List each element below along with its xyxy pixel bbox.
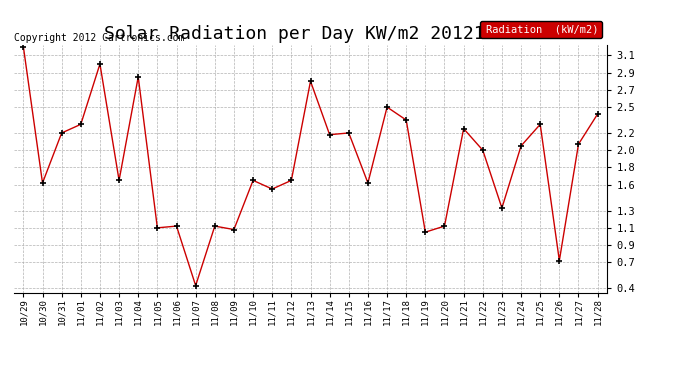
Title: Solar Radiation per Day KW/m2 20121128: Solar Radiation per Day KW/m2 20121128 (104, 26, 517, 44)
Legend: Radiation  (kW/m2): Radiation (kW/m2) (480, 21, 602, 38)
Text: Copyright 2012 Cartronics.com: Copyright 2012 Cartronics.com (14, 33, 184, 42)
